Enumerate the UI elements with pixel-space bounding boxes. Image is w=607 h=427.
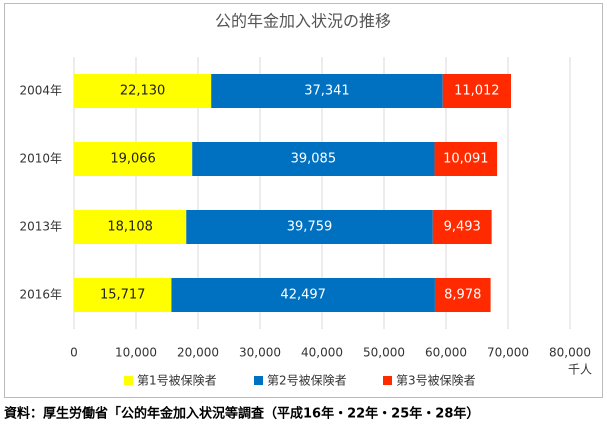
x-tick-label: 40,000 bbox=[301, 346, 343, 360]
bar-segment bbox=[171, 278, 435, 312]
bar-segment bbox=[74, 142, 193, 176]
data-label: 18,108 bbox=[107, 220, 153, 235]
bar-segment bbox=[442, 74, 511, 108]
data-label: 37,341 bbox=[304, 84, 350, 99]
x-tick-label: 50,000 bbox=[363, 346, 405, 360]
x-tick-label: 0 bbox=[70, 346, 78, 360]
data-label: 11,012 bbox=[454, 84, 500, 99]
x-tick-label: 10,000 bbox=[115, 346, 157, 360]
x-tick-label: 30,000 bbox=[239, 346, 281, 360]
y-tick-label: 2013年 bbox=[19, 220, 62, 234]
x-tick-label: 20,000 bbox=[177, 346, 219, 360]
data-label: 42,497 bbox=[280, 288, 326, 303]
source-note: 資料：厚生労働省「公的年金加入状況等調査（平成16年・22年・25年・28年） bbox=[4, 406, 479, 422]
chart-title: 公的年金加入状況の推移 bbox=[215, 12, 391, 31]
data-label: 39,085 bbox=[291, 152, 337, 167]
data-label: 10,091 bbox=[443, 152, 489, 167]
bar-segment bbox=[434, 278, 491, 312]
legend-label: 第2号被保険者 bbox=[267, 374, 347, 388]
bar-segment bbox=[211, 74, 443, 108]
data-label: 19,066 bbox=[110, 152, 156, 167]
legend-label: 第1号被保険者 bbox=[137, 374, 217, 388]
bar-segment bbox=[186, 210, 433, 244]
y-tick-label: 2010年 bbox=[19, 152, 62, 166]
bar-segment bbox=[192, 142, 435, 176]
bar-segment bbox=[74, 210, 187, 244]
legend-label: 第3号被保険者 bbox=[396, 374, 476, 388]
data-label: 9,493 bbox=[444, 220, 481, 235]
legend-swatch bbox=[124, 376, 133, 385]
bar-segment bbox=[432, 210, 492, 244]
x-tick-label: 80,000 bbox=[549, 346, 591, 360]
data-label: 15,717 bbox=[100, 288, 146, 303]
chart-frame bbox=[4, 3, 603, 398]
data-label: 22,130 bbox=[120, 84, 166, 99]
x-tick-label: 60,000 bbox=[425, 346, 467, 360]
legend-swatch bbox=[254, 376, 263, 385]
x-axis-label: 千人 bbox=[568, 363, 592, 377]
x-tick-label: 70,000 bbox=[487, 346, 529, 360]
data-label: 39,759 bbox=[287, 220, 333, 235]
data-label: 8,978 bbox=[444, 288, 481, 303]
legend-swatch bbox=[383, 376, 392, 385]
bar-segment bbox=[74, 278, 172, 312]
y-tick-label: 2016年 bbox=[19, 288, 62, 302]
y-tick-label: 2004年 bbox=[19, 84, 62, 98]
bar-segment bbox=[434, 142, 498, 176]
bar-segment bbox=[74, 74, 212, 108]
